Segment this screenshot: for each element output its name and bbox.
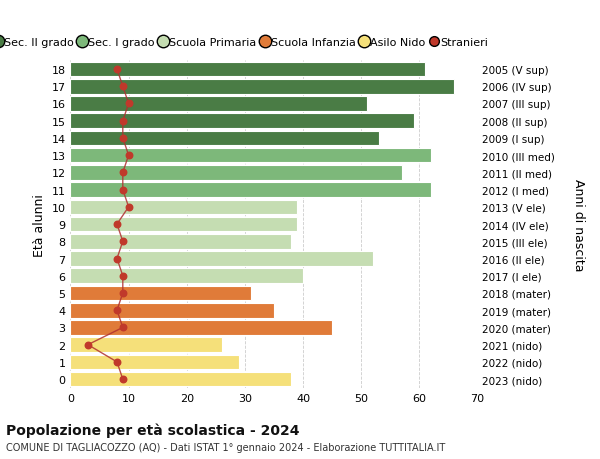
Point bbox=[124, 101, 133, 108]
Bar bbox=[70, 149, 431, 163]
Point bbox=[112, 66, 122, 73]
Y-axis label: Età alunni: Età alunni bbox=[33, 193, 46, 256]
Bar bbox=[70, 269, 303, 284]
Point bbox=[118, 84, 128, 91]
Bar bbox=[70, 355, 239, 369]
Point bbox=[118, 290, 128, 297]
Point bbox=[118, 135, 128, 142]
Point bbox=[118, 273, 128, 280]
Bar bbox=[70, 320, 332, 335]
Point bbox=[112, 358, 122, 366]
Bar bbox=[70, 372, 292, 386]
Point bbox=[118, 169, 128, 177]
Point bbox=[124, 204, 133, 211]
Bar bbox=[70, 97, 367, 112]
Point bbox=[112, 255, 122, 263]
Bar bbox=[70, 80, 454, 95]
Bar bbox=[70, 166, 402, 180]
Bar bbox=[70, 338, 221, 352]
Bar bbox=[70, 252, 373, 266]
Text: Popolazione per età scolastica - 2024: Popolazione per età scolastica - 2024 bbox=[6, 422, 299, 437]
Point bbox=[112, 221, 122, 228]
Point bbox=[118, 375, 128, 383]
Y-axis label: Anni di nascita: Anni di nascita bbox=[572, 179, 585, 271]
Point bbox=[118, 186, 128, 194]
Text: COMUNE DI TAGLIACOZZO (AQ) - Dati ISTAT 1° gennaio 2024 - Elaborazione TUTTITALI: COMUNE DI TAGLIACOZZO (AQ) - Dati ISTAT … bbox=[6, 442, 445, 452]
Bar bbox=[70, 114, 413, 129]
Point bbox=[118, 118, 128, 125]
Bar bbox=[70, 235, 292, 249]
Point bbox=[118, 238, 128, 246]
Point bbox=[124, 152, 133, 159]
Point bbox=[118, 324, 128, 331]
Bar bbox=[70, 303, 274, 318]
Point bbox=[83, 341, 92, 348]
Bar bbox=[70, 183, 431, 197]
Bar bbox=[70, 62, 425, 77]
Bar bbox=[70, 131, 379, 146]
Point bbox=[112, 307, 122, 314]
Legend: Sec. II grado, Sec. I grado, Scuola Primaria, Scuola Infanzia, Asilo Nido, Stran: Sec. II grado, Sec. I grado, Scuola Prim… bbox=[0, 34, 492, 52]
Bar bbox=[70, 200, 297, 215]
Bar bbox=[70, 217, 297, 232]
Bar bbox=[70, 286, 251, 301]
